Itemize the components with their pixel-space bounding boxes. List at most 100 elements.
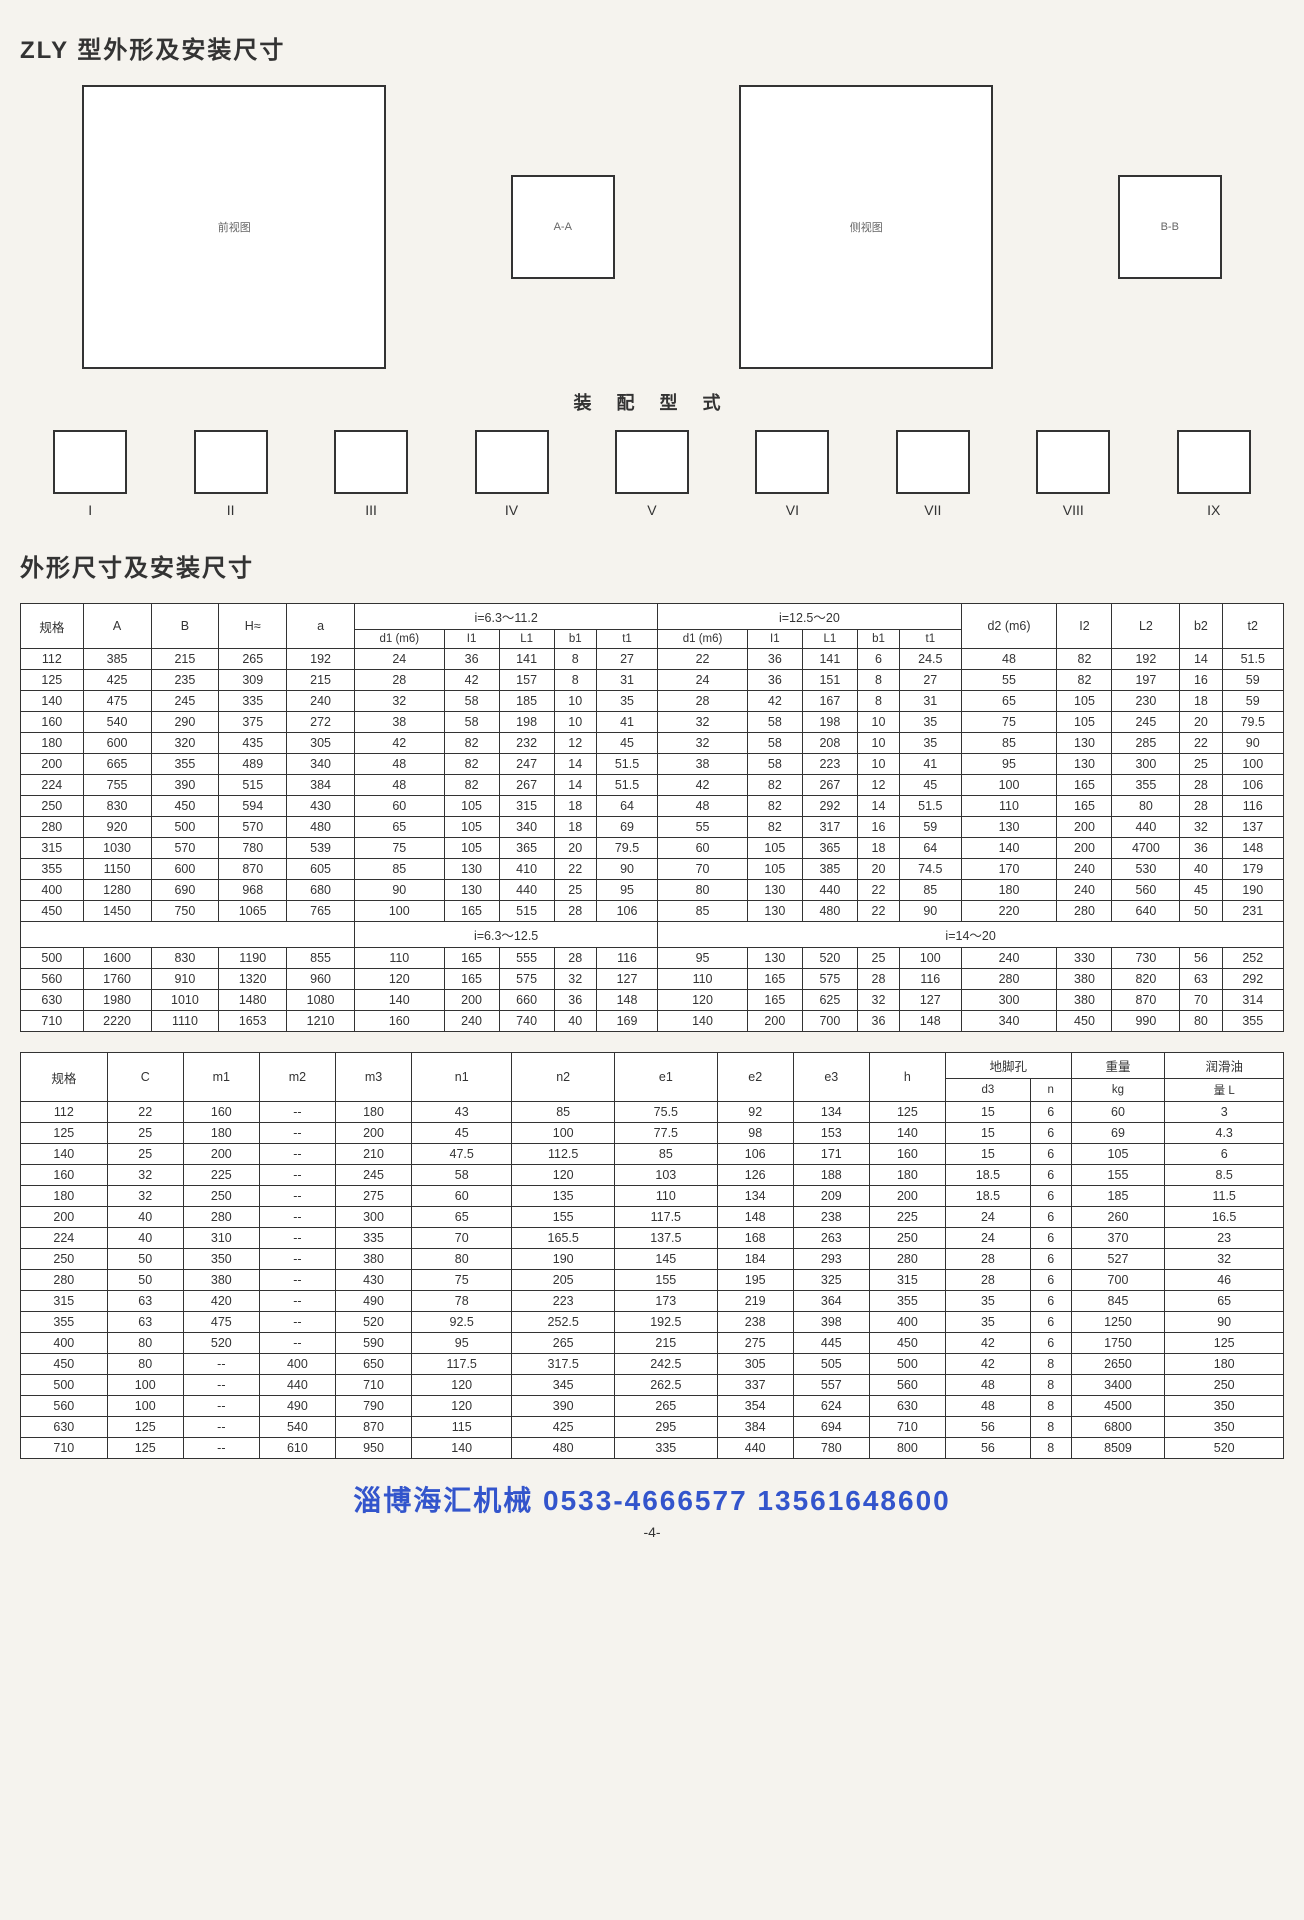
- table-cell: 110: [354, 948, 444, 969]
- table-header: I1: [444, 630, 499, 649]
- table-cell: 100: [900, 948, 961, 969]
- table-cell: 28: [857, 969, 899, 990]
- table-cell: 315: [869, 1270, 945, 1291]
- table-cell: 59: [1222, 670, 1283, 691]
- table-cell: 192: [287, 649, 355, 670]
- table-cell: 125: [869, 1102, 945, 1123]
- table-cell: 450: [869, 1333, 945, 1354]
- table-cell: 130: [747, 880, 802, 901]
- table-cell: 25: [1180, 754, 1222, 775]
- table-cell: 14: [1180, 649, 1222, 670]
- table-cell: 570: [219, 817, 287, 838]
- table-cell: 6: [1030, 1291, 1071, 1312]
- table-cell: 755: [83, 775, 151, 796]
- table-cell: 263: [793, 1228, 869, 1249]
- table-cell: 224: [21, 1228, 108, 1249]
- table-cell: 79.5: [1222, 712, 1283, 733]
- assembly-icon: [53, 430, 127, 494]
- table-cell: 224: [21, 775, 84, 796]
- table-cell: 700: [1071, 1270, 1165, 1291]
- table-cell: 70: [658, 859, 748, 880]
- table-cell: 560: [21, 969, 84, 990]
- table-cell: 265: [512, 1333, 615, 1354]
- table-cell: 18.5: [945, 1186, 1030, 1207]
- table-cell: 8: [857, 670, 899, 691]
- footer-company: 淄博海汇机械 0533-4666577 13561648600: [20, 1479, 1284, 1519]
- table-cell: 855: [287, 948, 355, 969]
- table-cell: 42: [444, 670, 499, 691]
- table-cell: 42: [945, 1354, 1030, 1375]
- assembly-icon: [755, 430, 829, 494]
- table-cell: 60: [1071, 1102, 1165, 1123]
- table-cell: 215: [615, 1333, 718, 1354]
- table-cell: 292: [1222, 969, 1283, 990]
- table-row: 3151030570780539751053652079.56010536518…: [21, 838, 1284, 859]
- table-cell: 36: [857, 1011, 899, 1032]
- table-cell: 141: [499, 649, 554, 670]
- table-cell: 315: [499, 796, 554, 817]
- table-cell: 130: [444, 880, 499, 901]
- table-cell: 305: [287, 733, 355, 754]
- table-cell: 950: [335, 1438, 411, 1459]
- table-cell: 235: [151, 670, 219, 691]
- table-cell: 317.5: [512, 1354, 615, 1375]
- assembly-label: VI: [755, 502, 829, 518]
- table-cell: 380: [335, 1249, 411, 1270]
- table-cell: 28: [945, 1270, 1030, 1291]
- table-cell: 225: [183, 1165, 259, 1186]
- table-cell: 106: [1222, 775, 1283, 796]
- table-cell: 65: [354, 817, 444, 838]
- table-cell: 6: [1165, 1144, 1284, 1165]
- table-cell: 325: [793, 1270, 869, 1291]
- table-header: t1: [596, 630, 657, 649]
- table-cell: 223: [802, 754, 857, 775]
- table-cell: 231: [1222, 901, 1283, 922]
- table-cell: 8509: [1071, 1438, 1165, 1459]
- assembly-icon: [334, 430, 408, 494]
- table-cell: 50: [107, 1249, 183, 1270]
- table-cell: 195: [717, 1270, 793, 1291]
- dimensions-table-2: 规格Cm1m2m3n1n2e1e2e3h地脚孔重量润滑油d3nkg量 L1122…: [20, 1052, 1284, 1459]
- table-cell: 105: [1057, 691, 1112, 712]
- table-cell: 28: [945, 1249, 1030, 1270]
- table-cell: 85: [615, 1144, 718, 1165]
- table-cell: 420: [183, 1291, 259, 1312]
- table-header: n: [1030, 1079, 1071, 1102]
- table-header: 重量: [1071, 1053, 1165, 1079]
- table-cell: 1280: [83, 880, 151, 901]
- table-cell: 36: [747, 649, 802, 670]
- table-cell: 48: [961, 649, 1057, 670]
- table-cell: 3400: [1071, 1375, 1165, 1396]
- table-cell: 540: [83, 712, 151, 733]
- table-cell: 130: [961, 817, 1057, 838]
- table-cell: 220: [961, 901, 1057, 922]
- table-cell: 365: [802, 838, 857, 859]
- table-cell: 51.5: [900, 796, 961, 817]
- table-cell: 520: [1165, 1438, 1284, 1459]
- table-cell: 3: [1165, 1102, 1284, 1123]
- table-cell: 137.5: [615, 1228, 718, 1249]
- table-cell: 36: [1180, 838, 1222, 859]
- table-cell: 179: [1222, 859, 1283, 880]
- table-header: h: [869, 1053, 945, 1102]
- table-cell: 198: [802, 712, 857, 733]
- table-cell: 165: [444, 948, 499, 969]
- table-cell: 364: [793, 1291, 869, 1312]
- table-cell: --: [259, 1312, 335, 1333]
- table-cell: 520: [802, 948, 857, 969]
- table-cell: 171: [793, 1144, 869, 1165]
- table-cell: 58: [444, 691, 499, 712]
- table-cell: 105: [444, 817, 499, 838]
- table-cell: 140: [21, 691, 84, 712]
- table-cell: 160: [869, 1144, 945, 1165]
- table-cell: 100: [354, 901, 444, 922]
- table-cell: 165: [1057, 796, 1112, 817]
- table-cell: 225: [869, 1207, 945, 1228]
- table-cell: 80: [107, 1333, 183, 1354]
- table-cell: 180: [183, 1123, 259, 1144]
- table-cell: 59: [900, 817, 961, 838]
- table-cell: 41: [900, 754, 961, 775]
- table-cell: 555: [499, 948, 554, 969]
- diagram-section-aa: A-A: [511, 175, 615, 279]
- table-cell: 180: [335, 1102, 411, 1123]
